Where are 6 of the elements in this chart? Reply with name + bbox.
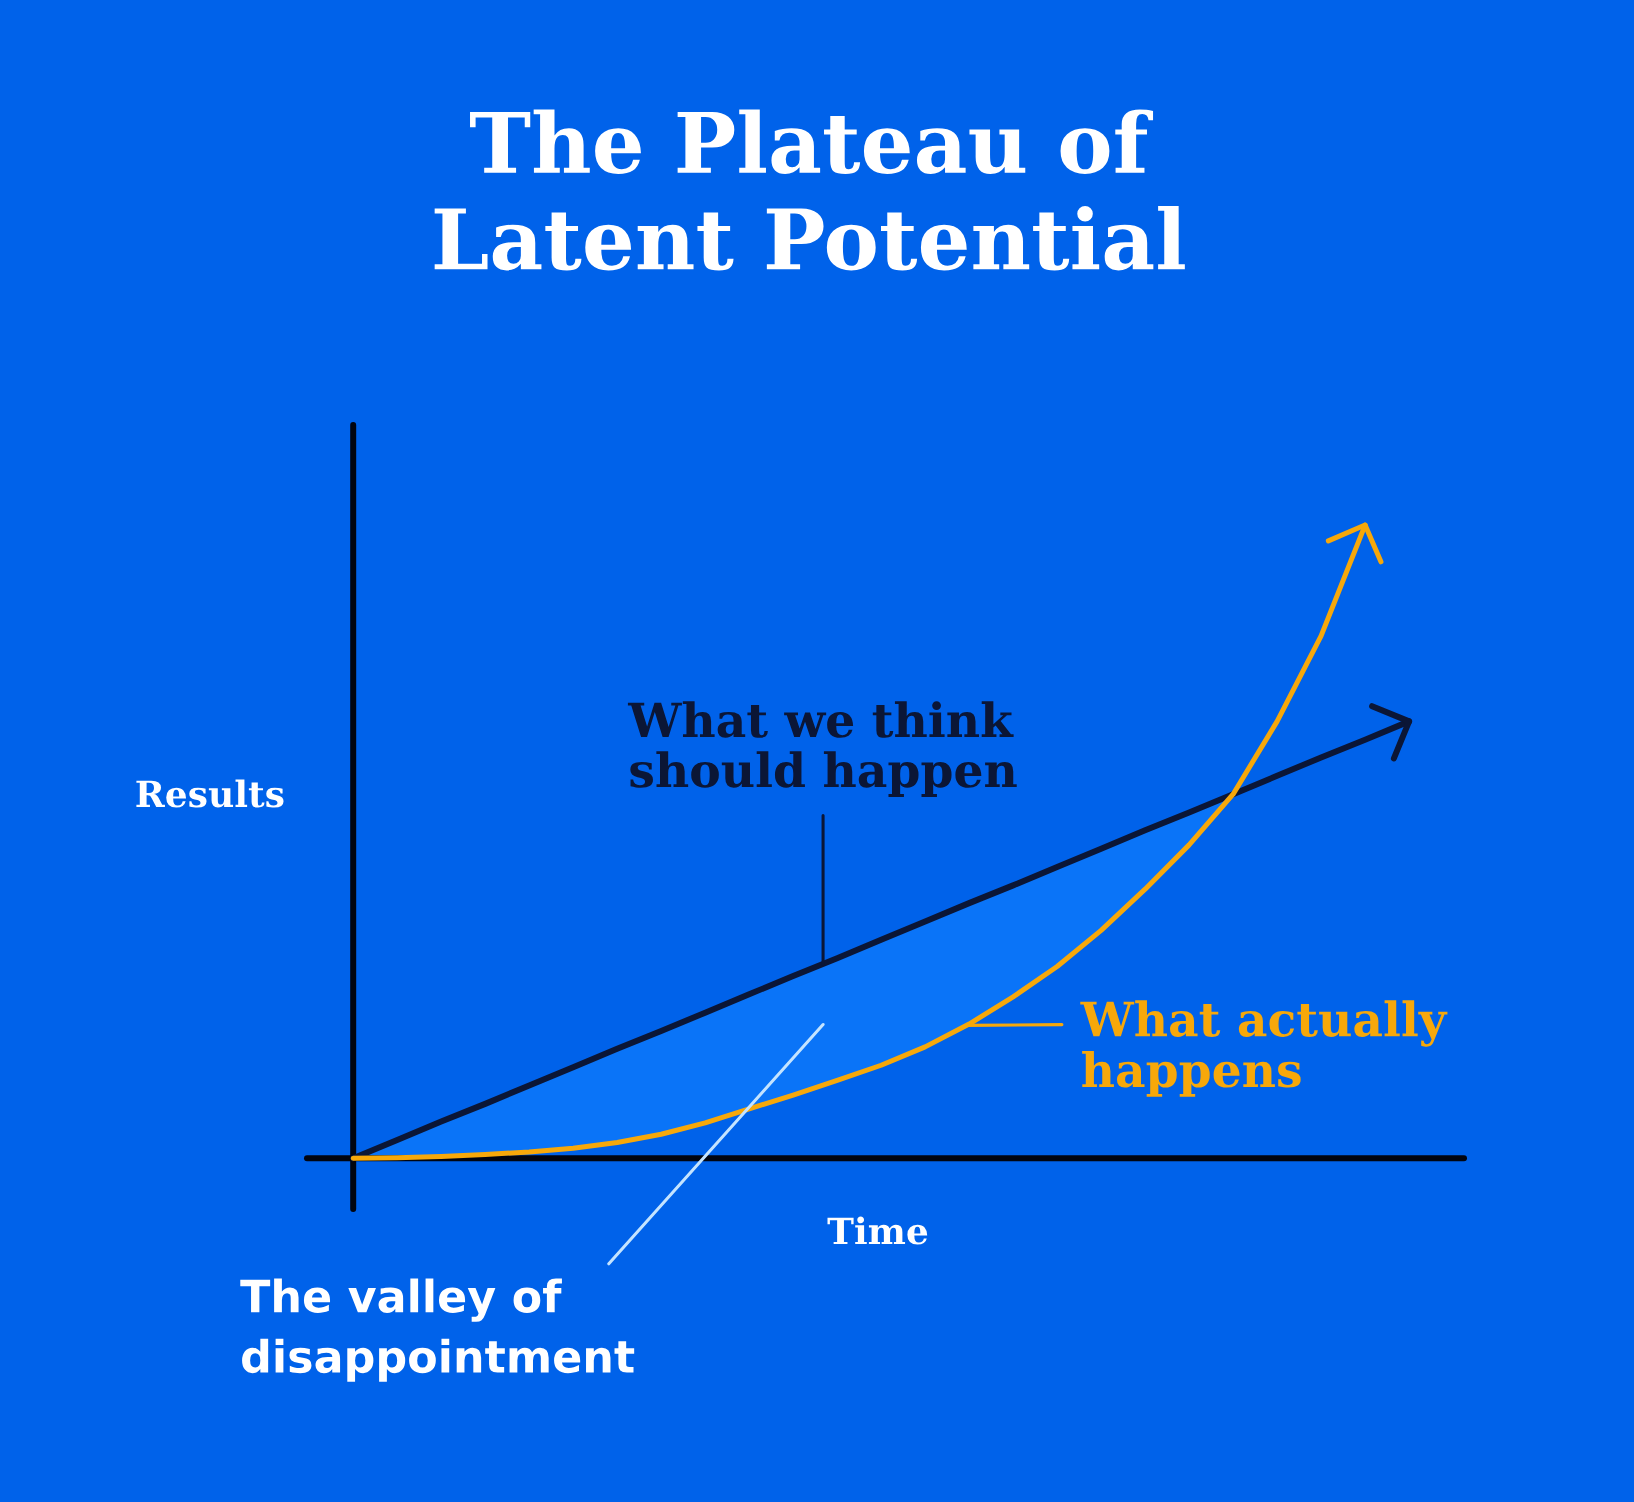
y-axis-title: Results (136, 779, 284, 808)
legend-label: What actually happens (1080, 1000, 1448, 1097)
chart-title: The Plateau of Latent Potential (434, 109, 1185, 271)
text: The valley of disappointment (240, 1278, 635, 1382)
series-label: What we think should happen (627, 701, 1017, 797)
x-axis-title: Time (827, 1216, 928, 1245)
